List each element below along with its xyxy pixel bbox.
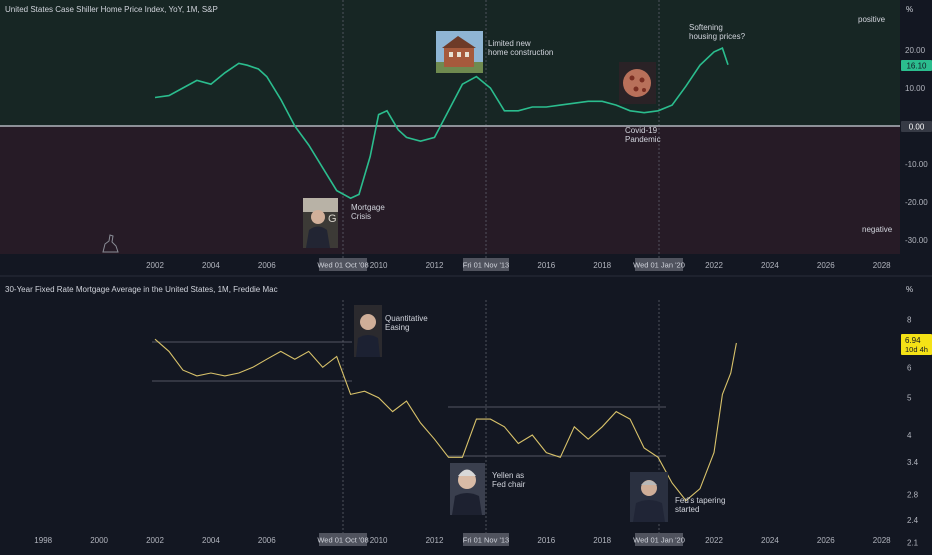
mortgage-y-tick-7: 2.1 [907,539,919,548]
svg-text:Wed 01 Oct '08: Wed 01 Oct '08 [317,536,368,545]
hpi-y-tick-1: 10.00 [905,84,926,93]
hpi-zero-badge: 0.00 [901,121,932,132]
positive-label: positive [858,15,886,24]
house-photo [436,31,483,73]
qe-label-2: Easing [385,323,409,332]
qe-label-1: Quantitative [385,314,428,323]
hpi-x-tick-3: 2010 [370,261,388,270]
mortgage-x-tick-0: 1998 [34,536,52,545]
svg-text:16.10: 16.10 [906,62,927,71]
mortgage-y-tick-3: 4 [907,431,912,440]
mortgage-y-tick-2: 5 [907,394,912,403]
hpi-x-tick-8: 2024 [761,261,779,270]
mortgage-crisis-photo: G [303,198,338,248]
svg-text:Wed 01 Jan '20: Wed 01 Jan '20 [633,261,685,270]
svg-text:Wed 01 Oct '08: Wed 01 Oct '08 [317,261,368,270]
top-crosshair-badge-3: Wed 01 Jan '20 [633,258,685,271]
hpi-y-tick-4: -20.00 [905,198,928,207]
mortgage-series-line [154,338,737,502]
negative-zone [0,126,900,254]
bernanke-photo [354,305,382,357]
mortgage-x-tick-1: 2000 [90,536,108,545]
hpi-x-tick-2: 2006 [258,261,276,270]
mortgage-chart-title: 30-Year Fixed Rate Mortgage Average in t… [5,285,278,294]
svg-text:G: G [328,213,337,225]
mortgage-panel: 30-Year Fixed Rate Mortgage Average in t… [5,285,932,548]
hpi-x-axis: 2002 2004 2006 2010 2012 2016 2018 2022 2024 2026… [146,261,891,270]
mortgage-y-tick-4: 3.4 [907,458,919,467]
bottom-crosshair-badge-3: Wed 01 Jan '20 [633,533,685,546]
negative-label: negative [862,225,893,234]
mortgage-x-tick-4: 2006 [258,536,276,545]
hpi-x-tick-1: 2004 [202,261,220,270]
tapering-label-1: Fed's tapering [675,496,725,505]
yellen-label-1: Yellen as [492,471,524,480]
countdown-label: 10d 4h [905,345,928,354]
hpi-panel: United States Case Shiller Home Price In… [0,0,932,271]
bottom-crosshair-badge-1: Wed 01 Oct '08 [317,533,369,546]
mortgage-x-tick-8: 2018 [593,536,611,545]
mortgage-x-tick-10: 2024 [761,536,779,545]
powell-photo [630,472,668,522]
covid-virus-icon [619,62,656,104]
hpi-x-tick-10: 2028 [873,261,891,270]
svg-text:0.00: 0.00 [909,123,925,132]
mortgage-y-tick-1: 6 [907,363,912,372]
mortgage-last-value-badge: 6.94 10d 4h [901,334,932,355]
hpi-last-value-badge: 16.10 [901,60,932,71]
mortgage-y-tick-6: 2.4 [907,516,919,525]
hpi-series-line [154,47,729,200]
mortgage-x-tick-2: 2002 [146,536,164,545]
yellen-photo [450,463,485,515]
mortgage-x-tick-5: 2010 [370,536,388,545]
mortgage-x-tick-11: 2026 [817,536,835,545]
hpi-y-axis: 20.00 10.00 -10.00 -20.00 -30.00 [905,46,928,245]
mortgage-y-axis: 8 6 5 4 3.4 2.8 2.4 2.1 [907,315,919,547]
mortgage-y-tick-0: 8 [907,315,912,324]
covid-label-1: Covid-19 [625,126,658,135]
svg-text:Fri 01 Nov '13: Fri 01 Nov '13 [463,536,509,545]
limited-construction-label-1: Limited new [488,39,531,48]
mortgage-x-tick-9: 2022 [705,536,723,545]
mortgage-x-tick-6: 2012 [426,536,444,545]
covid-label-2: Pandemic [625,135,661,144]
yellen-label-2: Fed chair [492,480,526,489]
top-crosshair-badge-1: Wed 01 Oct '08 [317,258,369,271]
bottom-crosshair-badge-2: Fri 01 Nov '13 [463,533,509,546]
mortgage-x-tick-3: 2004 [202,536,220,545]
hpi-unit-label: % [906,5,913,14]
hpi-x-tick-5: 2016 [537,261,555,270]
mortgage-unit-label: % [906,285,913,294]
limited-construction-label-2: home construction [488,48,553,57]
mortgage-x-axis: 1998 2000 2002 2004 2006 2010 2012 2016 2018 2022… [34,536,891,545]
svg-text:Wed 01 Jan '20: Wed 01 Jan '20 [633,536,685,545]
svg-text:6.94: 6.94 [905,336,921,345]
mortgage-crisis-label-1: Mortgage [351,203,385,212]
hpi-chart-title: United States Case Shiller Home Price In… [5,5,218,14]
hpi-y-tick-3: -10.00 [905,160,928,169]
hpi-x-tick-9: 2026 [817,261,835,270]
hpi-x-tick-0: 2002 [146,261,164,270]
mortgage-x-tick-7: 2016 [537,536,555,545]
hpi-x-tick-4: 2012 [426,261,444,270]
svg-text:Fri 01 Nov '13: Fri 01 Nov '13 [463,261,509,270]
softening-label-2: housing prices? [689,32,746,41]
hpi-y-tick-5: -30.00 [905,236,928,245]
hpi-x-tick-6: 2018 [593,261,611,270]
top-crosshair-badge-2: Fri 01 Nov '13 [463,258,509,271]
softening-label-1: Softening [689,23,723,32]
mortgage-crisis-label-2: Crisis [351,212,371,221]
hpi-y-tick-0: 20.00 [905,46,926,55]
tapering-label-2: started [675,505,699,514]
mortgage-y-tick-5: 2.8 [907,491,919,500]
hpi-x-tick-7: 2022 [705,261,723,270]
mortgage-x-tick-12: 2028 [873,536,891,545]
tradingview-dino-logo [102,234,119,253]
